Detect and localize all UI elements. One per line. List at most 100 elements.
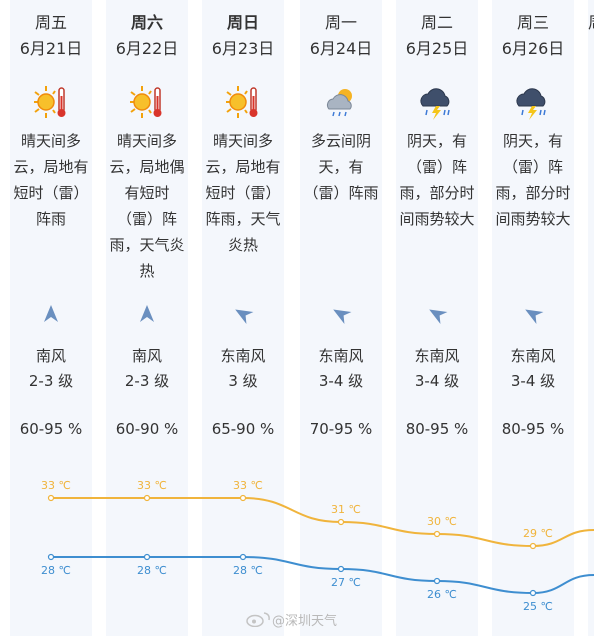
low-temp-label: 28 ℃ [233, 564, 263, 577]
wind-direction: 东南风 [510, 347, 556, 365]
description-line: 阴天，有 [502, 132, 563, 150]
day-name: 周一 [324, 13, 357, 32]
description-line: 短时（雷） [13, 184, 89, 202]
wind-direction-arrow-icon [232, 303, 254, 325]
description-line: 晴天间多 [20, 132, 81, 150]
wind-level: 3 级 [228, 372, 258, 390]
low-temp-label: 28 ℃ [137, 564, 167, 577]
watermark: @深圳天气 [240, 610, 337, 629]
description-line: 阵雨，天气 [205, 210, 281, 228]
day-column: 周三 6月26日 阴天，有 （雷）阵 雨，部分时 间雨势较大 东南风 3-4 级 80-95 % [492, 0, 574, 636]
wind-direction-arrow-icon [426, 303, 448, 325]
wind-level: 2-3 级 [124, 372, 170, 390]
day-date: 6月21日 [19, 39, 83, 58]
weather-description: 晴天间多 云，局地偶 有短时 （雷）阵 雨，天气炎热 [101, 128, 193, 284]
low-temp-label: 28 ℃ [41, 564, 71, 577]
sunny-hot-icon [31, 82, 71, 122]
thunderstorm-icon [417, 82, 457, 122]
description-line: 云，局地有 [205, 158, 281, 176]
high-temp-point [529, 542, 537, 550]
description-line: 多云间阴 [310, 132, 371, 150]
day-column: 周一 6月24日 多云间阴 天，有 （雷）阵雨 东南风 3-4 级 70-95 % [300, 0, 382, 636]
description-line: 阴天，有 [406, 132, 467, 150]
wind-level: 3-4 级 [414, 372, 460, 390]
wind-direction: 南风 [131, 347, 162, 365]
description-line: （雷）阵 [502, 158, 563, 176]
high-temp-line [50, 497, 594, 548]
watermark-text: @深圳天气 [272, 614, 338, 629]
high-temp-label: 30 ℃ [427, 515, 457, 528]
low-temp-point [433, 577, 441, 585]
humidity: 60-90 % [115, 420, 179, 438]
wind-direction-arrow-icon [330, 303, 352, 325]
day-column: 周五 6月21日 晴天间多 云，局地有 短时（雷） 阵雨 南风 2-3 级 60-95 % [10, 0, 92, 636]
humidity: 65-90 % [211, 420, 275, 438]
weather-description: 多云间阴 天，有 （雷）阵雨 [295, 128, 387, 206]
day-column: 周六 6月22日 晴天间多 云，局地偶 有短时 （雷）阵 雨，天气炎热南风 2-3 级 60-9… [106, 0, 188, 636]
high-temp-label: 33 ℃ [233, 479, 263, 492]
sunny-hot-icon [127, 82, 167, 122]
day-column: 周二 6月25日 阴天，有 （雷）阵 雨，部分时 间雨势较大 东南风 3-4 级 80-95 % [396, 0, 478, 636]
description-line: 云，局地有 [13, 158, 89, 176]
day-name: 周五 [34, 13, 67, 32]
description-line: 云，局地偶 [109, 158, 185, 176]
weather-description: 阴天，有 （雷）阵 雨，部分时 间雨势较大 [391, 128, 483, 232]
day-date: 6月22日 [115, 39, 179, 58]
description-line: 短时（雷） [205, 184, 281, 202]
weibo-logo-icon [246, 612, 270, 627]
wind-direction-arrow-icon [136, 303, 158, 325]
low-temp-point [47, 553, 55, 561]
low-temp-label: 25 ℃ [523, 600, 553, 613]
day-name-partial: 周 [588, 12, 594, 34]
wind-direction-arrow-icon [40, 303, 62, 325]
description-line: 炎热 [227, 236, 258, 254]
high-temp-label: 33 ℃ [41, 479, 71, 492]
wind-direction: 东南风 [318, 347, 364, 365]
description-line: 雨，天气炎 [109, 236, 185, 254]
temperature-chart: 33 ℃ 33 ℃ 33 ℃ 31 ℃ 30 ℃ 29 ℃ 28 ℃ 28 ℃ 28 ℃ 27 ℃… [41, 479, 594, 613]
description-line: 雨，部分时 [399, 184, 475, 202]
high-temp-label: 31 ℃ [331, 503, 361, 516]
description-line: 天，有 [318, 158, 364, 176]
day-date: 6月23日 [211, 39, 275, 58]
description-line: 热 [139, 262, 155, 280]
low-temp-point [337, 565, 345, 573]
high-temp-point [239, 494, 247, 502]
day-column: 周日 6月23日 晴天间多 云，局地有 短时（雷） 阵雨，天气 炎热 东南风 3 级 65-90 … [202, 0, 284, 636]
cloudy-rain-icon [321, 82, 361, 122]
description-line: 间雨势较大 [399, 210, 475, 228]
description-line: 晴天间多 [212, 132, 273, 150]
day-date: 6月24日 [309, 39, 373, 58]
thunderstorm-icon [513, 82, 553, 122]
high-temp-point [47, 494, 55, 502]
weather-description: 晴天间多云，局地有短时（雷） 阵雨，天气炎热 [197, 128, 289, 258]
high-temp-label: 29 ℃ [523, 527, 553, 540]
day-name: 周六 [130, 13, 163, 32]
day-date: 6月25日 [405, 39, 469, 58]
humidity: 80-95 % [501, 420, 565, 438]
day-date: 6月26日 [501, 39, 565, 58]
high-temp-point [433, 530, 441, 538]
description-line: 晴天间多 [116, 132, 177, 150]
low-temp-point [239, 553, 247, 561]
low-temp-point [143, 553, 151, 561]
description-line: （雷）阵 [116, 210, 177, 228]
low-temp-point [529, 589, 537, 597]
low-temp-line [50, 556, 594, 595]
weather-description: 晴天间多云，局地有短时（雷） 阵雨 [5, 128, 97, 232]
low-temp-label: 26 ℃ [427, 588, 457, 601]
day-column-partial: 周 [588, 0, 594, 636]
day-name: 周日 [226, 13, 259, 32]
high-temp-label: 33 ℃ [137, 479, 167, 492]
low-temp-label: 27 ℃ [331, 576, 361, 589]
day-name: 周二 [420, 13, 453, 32]
humidity: 80-95 % [405, 420, 469, 438]
humidity: 60-95 % [19, 420, 83, 438]
wind-direction: 南风 [35, 347, 66, 365]
description-line: 雨，部分时 [495, 184, 571, 202]
high-temp-point [143, 494, 151, 502]
description-line: 阵雨 [35, 210, 66, 228]
day-name: 周三 [516, 13, 549, 32]
wind-level: 3-4 级 [318, 372, 364, 390]
humidity: 70-95 % [309, 420, 373, 438]
